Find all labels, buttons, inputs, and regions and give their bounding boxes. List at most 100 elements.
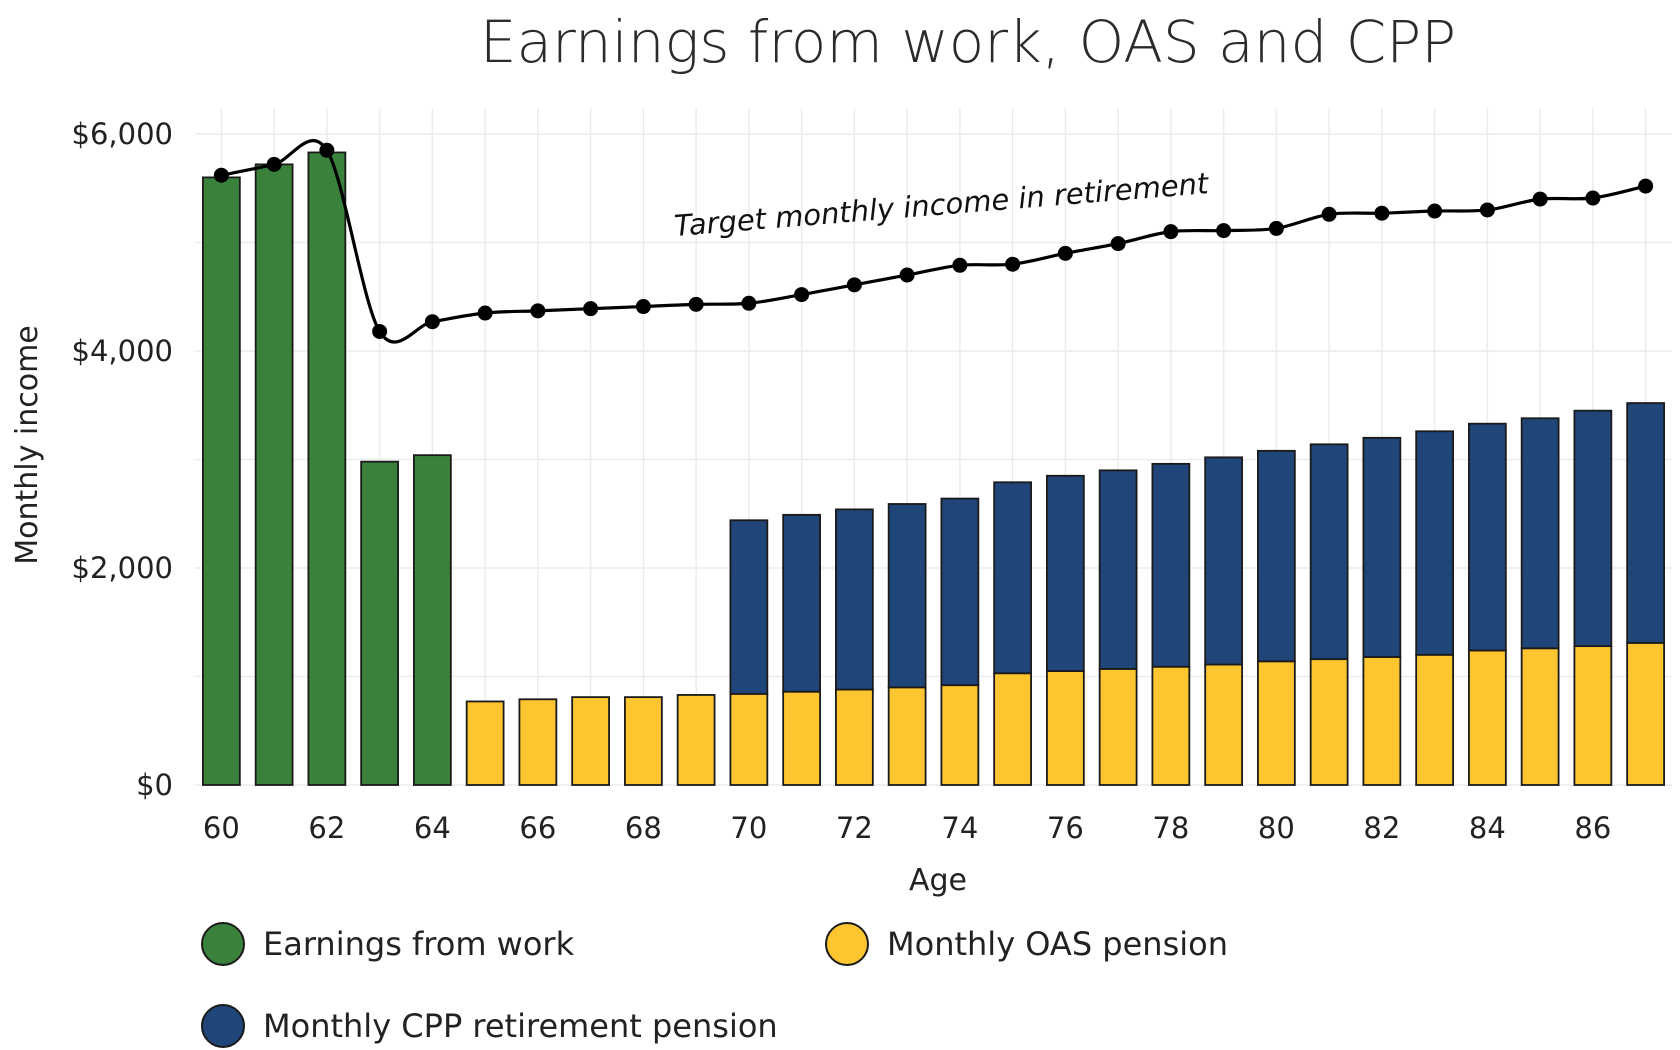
y-axis-ticks: $0 $2,000 $4,000 $6,000 — [72, 117, 173, 802]
bar-oas-75 — [993, 672, 1032, 786]
x-tick-label: 76 — [1047, 811, 1084, 845]
x-axis-label: Age — [909, 863, 967, 898]
bar-oas-78 — [1151, 665, 1191, 786]
bar-earnings-62 — [307, 151, 347, 786]
bar-cpp-80 — [1257, 449, 1296, 663]
target-point-74 — [952, 257, 968, 273]
y-axis-label: Monthly income — [10, 325, 45, 565]
bar-cpp-78 — [1151, 462, 1191, 668]
target-point-85 — [1532, 191, 1548, 207]
target-point-83 — [1427, 203, 1443, 219]
target-point-73 — [899, 267, 915, 283]
bar-oas-87 — [1626, 641, 1665, 786]
legend-label-earnings: Earnings from work — [263, 925, 575, 963]
bar-earnings-64 — [413, 454, 452, 786]
target-point-65 — [477, 305, 493, 321]
target-line-path — [221, 139, 1646, 344]
legend-swatch-earnings — [201, 922, 245, 966]
target-point-86 — [1585, 190, 1601, 206]
bar-oas-80 — [1257, 660, 1296, 786]
target-point-72 — [846, 277, 862, 293]
target-point-79 — [1216, 223, 1232, 239]
target-point-76 — [1057, 245, 1073, 261]
target-point-69 — [688, 296, 704, 312]
target-point-70 — [741, 295, 757, 311]
x-tick-label: 72 — [836, 811, 873, 845]
bar-oas-84 — [1468, 649, 1507, 786]
bar-oas-79 — [1204, 663, 1243, 786]
bar-cpp-87 — [1626, 402, 1665, 644]
legend-label-oas: Monthly OAS pension — [887, 925, 1228, 963]
target-point-84 — [1479, 202, 1495, 218]
legend-swatch-cpp — [201, 1004, 245, 1048]
target-point-60 — [213, 167, 229, 183]
x-tick-label: 78 — [1152, 811, 1189, 845]
bar-oas-68 — [624, 696, 663, 786]
target-point-75 — [1005, 256, 1021, 272]
bar-cpp-70 — [729, 519, 769, 695]
bar-oas-83 — [1415, 653, 1454, 786]
bar-cpp-79 — [1204, 456, 1243, 666]
bar-oas-86 — [1573, 645, 1613, 786]
x-tick-label: 70 — [730, 811, 767, 845]
bar-earnings-60 — [202, 176, 241, 786]
bar-oas-85 — [1520, 647, 1560, 786]
bar-oas-74 — [940, 684, 980, 786]
bar-cpp-82 — [1362, 436, 1402, 658]
bar-oas-66 — [518, 698, 558, 786]
x-tick-label: 84 — [1469, 811, 1506, 845]
bar-cpp-71 — [782, 513, 821, 693]
target-point-61 — [266, 156, 282, 172]
bar-oas-73 — [887, 686, 927, 786]
x-tick-label: 68 — [625, 811, 662, 845]
target-point-78 — [1163, 224, 1179, 240]
bar-oas-69 — [676, 694, 716, 786]
legend-swatch-oas — [825, 922, 869, 966]
x-tick-label: 86 — [1574, 811, 1611, 845]
bar-cpp-77 — [1098, 469, 1138, 670]
x-axis-ticks: 60 62 64 66 68 70 72 74 76 78 80 82 84 86 — [203, 811, 1611, 845]
bar-oas-77 — [1098, 668, 1138, 786]
bar-cpp-85 — [1520, 417, 1560, 650]
target-point-77 — [1110, 236, 1126, 252]
bars — [202, 151, 1665, 786]
x-tick-label: 64 — [414, 811, 451, 845]
bar-oas-72 — [835, 688, 874, 786]
x-tick-label: 74 — [941, 811, 978, 845]
bar-cpp-76 — [1046, 474, 1085, 672]
bar-oas-67 — [571, 696, 610, 786]
bar-oas-71 — [782, 690, 821, 786]
bar-cpp-74 — [940, 497, 980, 687]
target-point-66 — [530, 303, 546, 319]
x-tick-label: 66 — [519, 811, 556, 845]
target-point-80 — [1268, 220, 1284, 236]
target-point-63 — [372, 323, 388, 339]
legend: Earnings from work Monthly OAS pension Mon… — [201, 922, 1228, 1048]
bar-oas-82 — [1362, 656, 1402, 786]
target-point-71 — [794, 287, 810, 303]
y-tick-label: $6,000 — [72, 117, 173, 151]
bar-cpp-83 — [1415, 430, 1454, 656]
x-tick-label: 62 — [308, 811, 345, 845]
x-tick-label: 82 — [1363, 811, 1400, 845]
target-point-81 — [1321, 206, 1337, 222]
target-line — [213, 139, 1654, 344]
legend-label-cpp: Monthly CPP retirement pension — [263, 1007, 778, 1045]
target-point-87 — [1638, 178, 1654, 194]
target-point-82 — [1374, 205, 1390, 221]
bar-cpp-75 — [993, 481, 1032, 675]
bar-cpp-73 — [887, 503, 927, 689]
bar-cpp-84 — [1468, 422, 1507, 652]
y-tick-label: $2,000 — [72, 551, 173, 585]
bar-earnings-61 — [254, 163, 294, 786]
bar-cpp-86 — [1573, 409, 1613, 648]
bar-cpp-81 — [1309, 443, 1349, 661]
bar-earnings-63 — [360, 460, 399, 786]
x-tick-label: 80 — [1258, 811, 1295, 845]
y-tick-label: $0 — [136, 768, 173, 802]
target-line-annotation: Target monthly income in retirement — [673, 166, 1211, 243]
chart-title: Earnings from work, OAS and CPP — [480, 8, 1456, 76]
y-tick-label: $4,000 — [72, 334, 173, 368]
bar-oas-70 — [729, 692, 769, 786]
